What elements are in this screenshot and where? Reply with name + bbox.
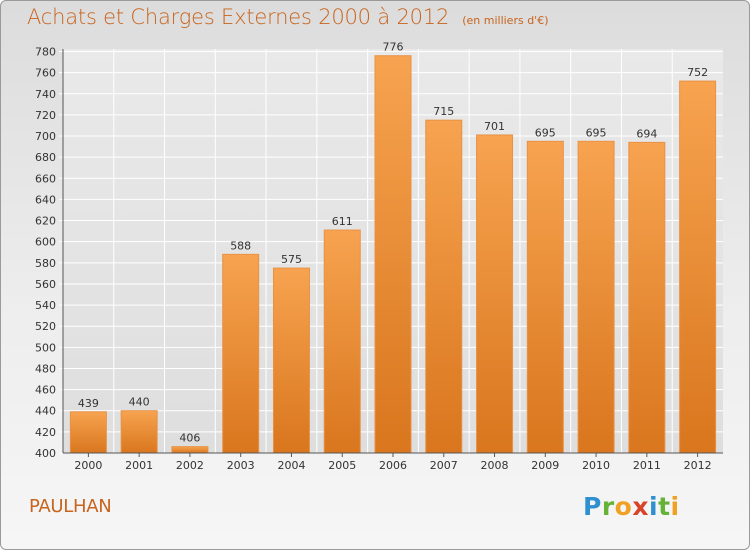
bar — [476, 134, 514, 454]
x-tick-label: 2003 — [227, 459, 255, 472]
chart-unit-note: (en milliers d'€) — [462, 14, 549, 27]
bar — [374, 55, 412, 454]
y-tick-label: 440 — [35, 405, 56, 418]
y-tick-label: 680 — [35, 151, 56, 164]
bar — [679, 80, 717, 454]
chart-title: Achats et Charges Externes 2000 à 2012 — [27, 5, 450, 29]
x-tick-label: 2007 — [430, 459, 458, 472]
data-label: 695 — [586, 126, 607, 139]
logo-letter: P — [583, 492, 602, 521]
y-tick-label: 760 — [35, 67, 56, 80]
x-tick-label: 2010 — [582, 459, 610, 472]
bar — [526, 140, 564, 454]
y-tick-label: 400 — [35, 447, 56, 460]
logo-letter: i — [649, 492, 659, 521]
bar — [323, 229, 361, 454]
x-tick-label: 2009 — [531, 459, 559, 472]
y-tick-label: 620 — [35, 215, 56, 228]
proxiti-logo[interactable]: Proxiti — [583, 492, 680, 521]
y-tick-label: 540 — [35, 299, 56, 312]
data-label: 752 — [687, 66, 708, 79]
x-tick-label: 2005 — [328, 459, 356, 472]
logo-letter: o — [614, 492, 633, 521]
data-label: 588 — [230, 239, 251, 252]
x-tick-label: 2002 — [176, 459, 204, 472]
bar — [272, 267, 310, 454]
logo-letter: x — [632, 492, 649, 521]
y-tick-label: 740 — [35, 88, 56, 101]
data-label: 701 — [484, 120, 505, 133]
x-tick-label: 2001 — [125, 459, 153, 472]
x-tick-label: 2006 — [379, 459, 407, 472]
y-tick-label: 560 — [35, 278, 56, 291]
bar — [222, 253, 260, 454]
data-label: 440 — [129, 396, 150, 409]
logo-letter: i — [670, 492, 680, 521]
commune-name: PAULHAN — [29, 496, 112, 517]
data-label: 694 — [636, 127, 657, 140]
x-tick-label: 2012 — [684, 459, 712, 472]
x-tick-label: 2011 — [633, 459, 661, 472]
bar — [69, 411, 107, 454]
y-tick-label: 780 — [35, 46, 56, 59]
chart-title-block: Achats et Charges Externes 2000 à 2012 (… — [27, 5, 549, 29]
x-tick-label: 2004 — [277, 459, 305, 472]
x-tick-label: 2008 — [481, 459, 509, 472]
data-label: 776 — [383, 41, 404, 54]
bar — [171, 446, 209, 454]
y-tick-label: 520 — [35, 320, 56, 333]
y-tick-label: 500 — [35, 341, 56, 354]
y-tick-label: 640 — [35, 193, 56, 206]
data-label: 406 — [179, 432, 200, 445]
y-tick-label: 600 — [35, 236, 56, 249]
data-label: 715 — [433, 105, 454, 118]
y-tick-label: 420 — [35, 426, 56, 439]
data-label: 439 — [78, 397, 99, 410]
y-tick-label: 660 — [35, 172, 56, 185]
y-tick-label: 460 — [35, 384, 56, 397]
logo-letter: t — [658, 492, 671, 521]
logo-letter: r — [601, 492, 615, 521]
data-label: 611 — [332, 215, 353, 228]
y-tick-label: 480 — [35, 362, 56, 375]
y-tick-label: 720 — [35, 109, 56, 122]
bar — [425, 119, 463, 454]
data-label: 575 — [281, 253, 302, 266]
bar — [577, 140, 615, 454]
y-tick-label: 580 — [35, 257, 56, 270]
data-label: 695 — [535, 126, 556, 139]
x-tick-label: 2000 — [74, 459, 102, 472]
y-tick-label: 700 — [35, 130, 56, 143]
bar — [628, 141, 666, 454]
bar — [120, 410, 158, 454]
